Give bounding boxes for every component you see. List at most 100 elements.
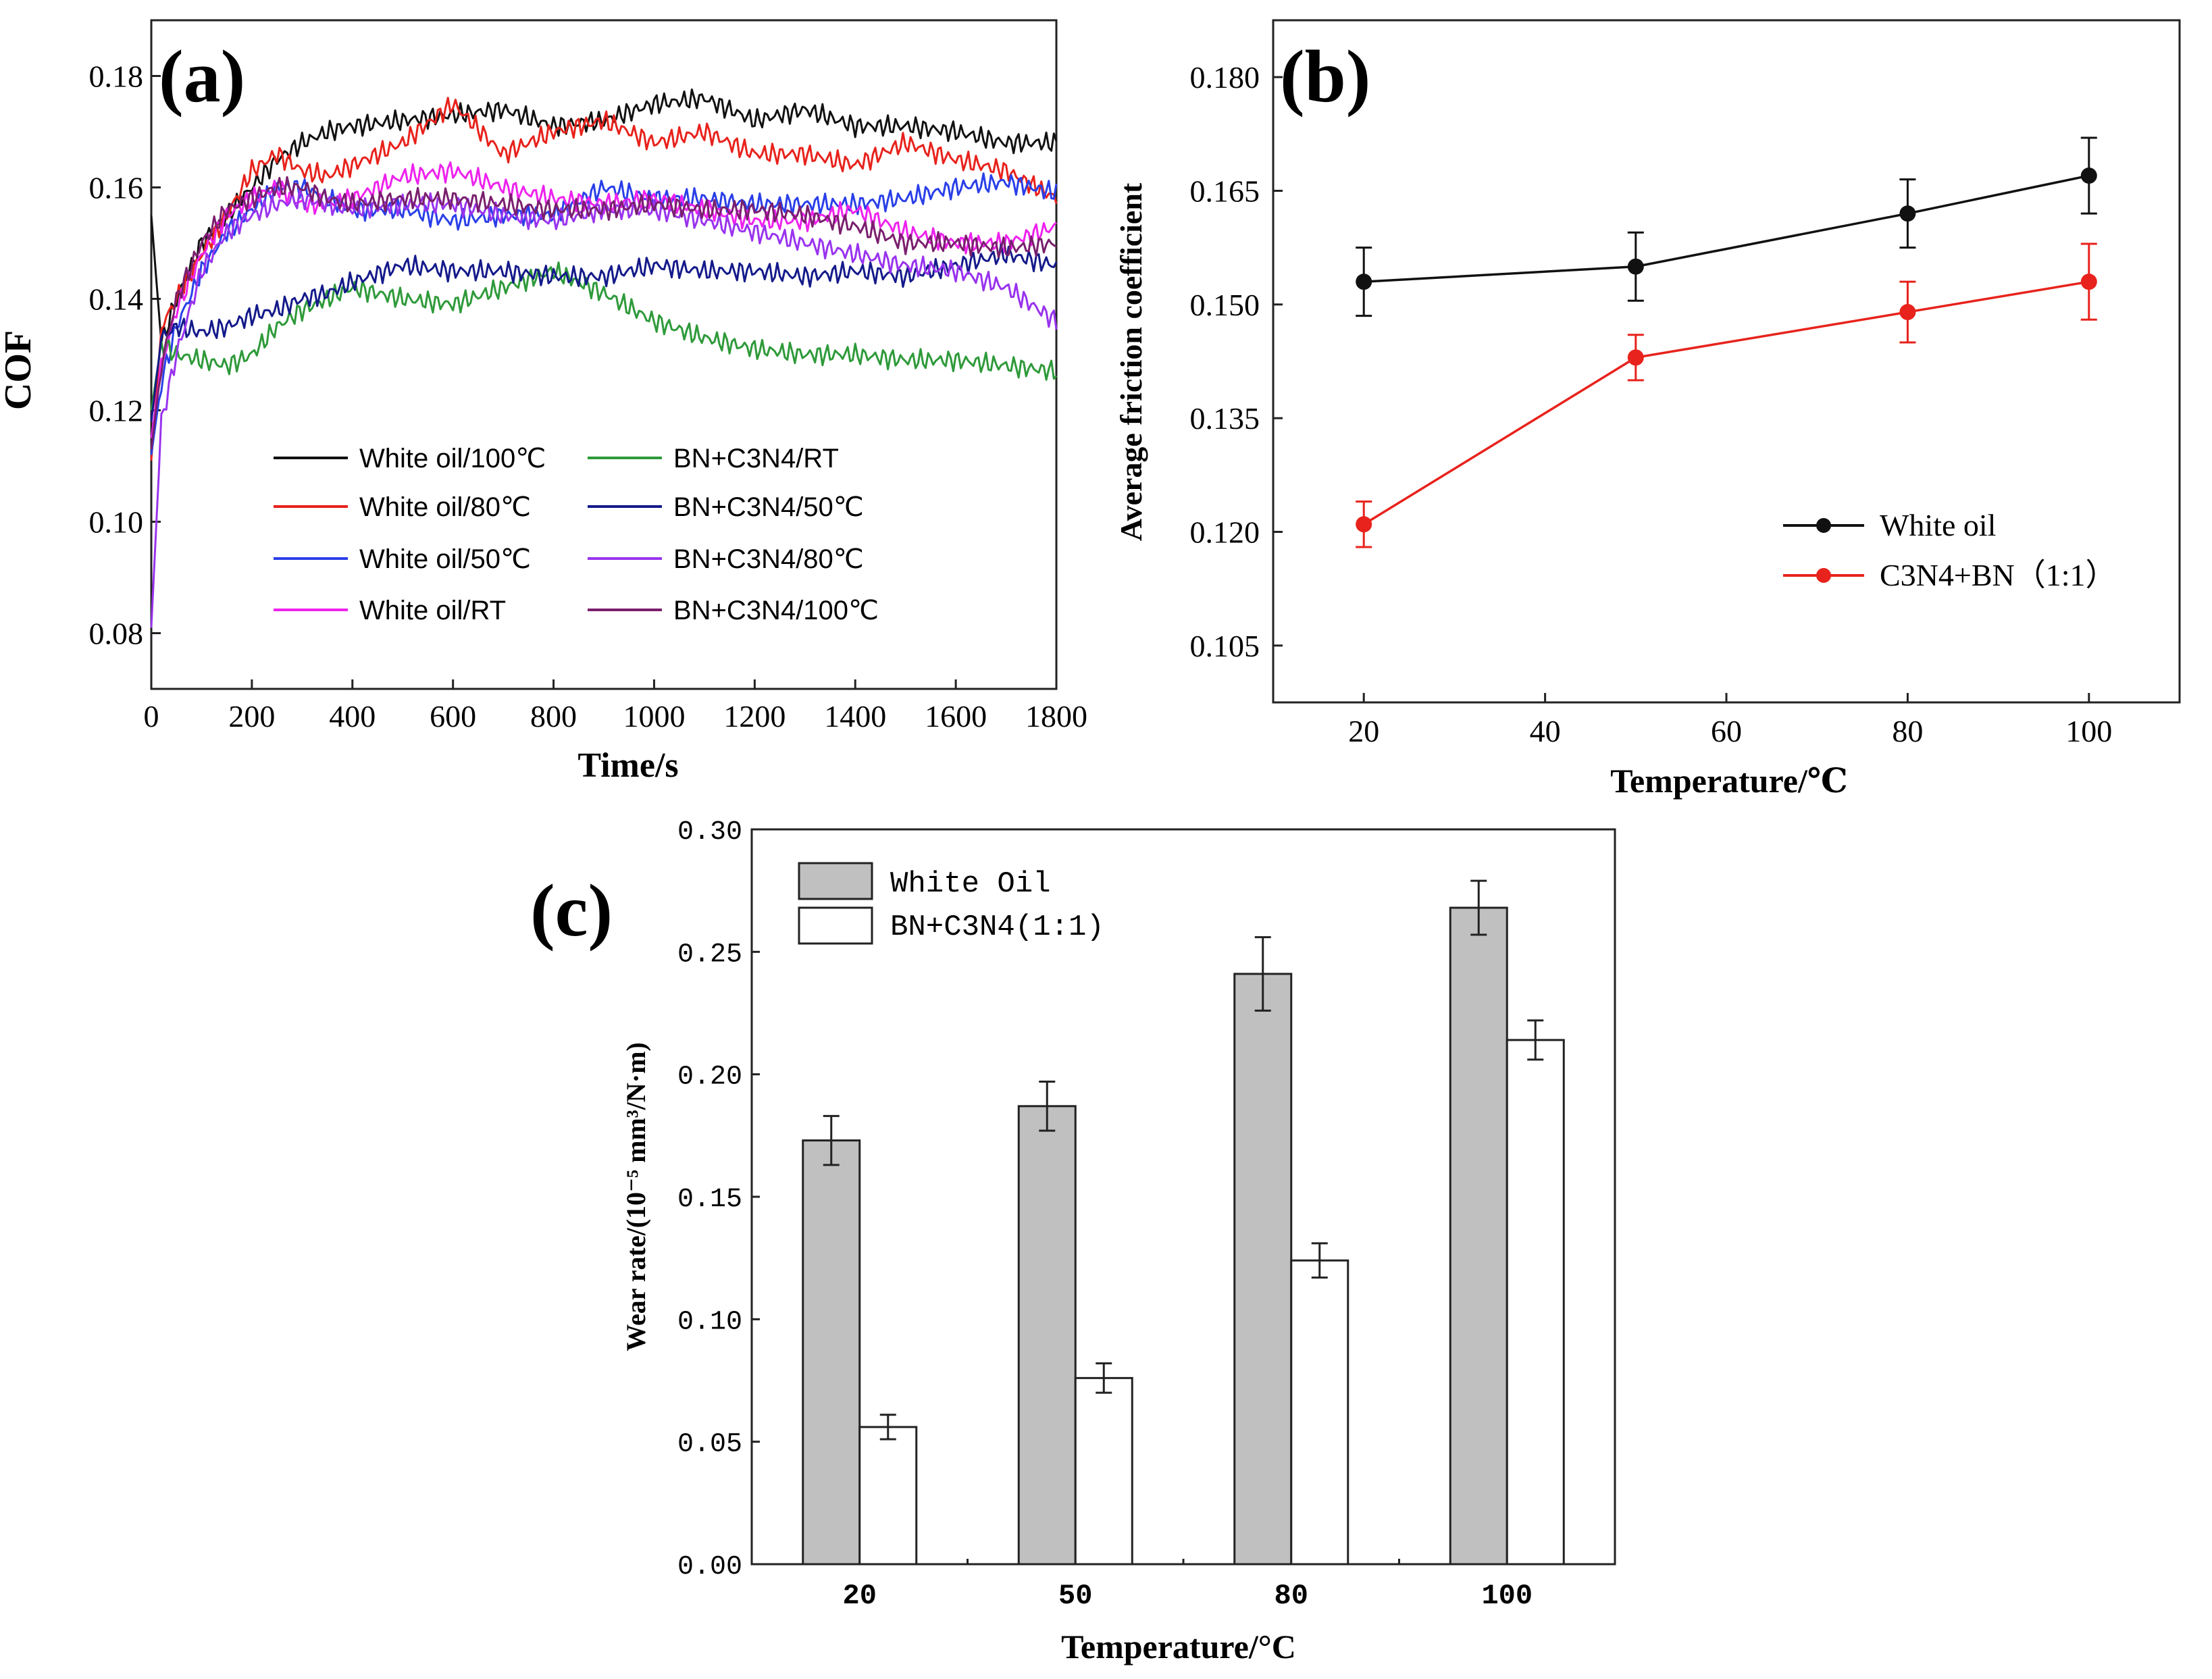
x-tick-label: 100 <box>1481 1580 1533 1612</box>
legend-label: White Oil <box>890 867 1051 901</box>
y-tick-label: 0.10 <box>677 1307 742 1337</box>
legend-label: C3N4+BN（1:1） <box>1880 558 2117 592</box>
legend-entry: White oil/100℃ <box>274 444 546 473</box>
series-line <box>1364 174 2090 283</box>
y-tick-label: 0.14 <box>89 282 144 317</box>
chart-panel-a: (a) COF Time/s 0.080.100.120.140.160.18 … <box>0 19 1087 785</box>
legend-label: BN+C3N4/100℃ <box>673 596 879 625</box>
y-axis-label-c: Wear rate/(10⁻⁵ mm³/N·m) <box>621 1042 651 1351</box>
series-line <box>150 188 1058 628</box>
x-axis-label-b: Temperature/℃ <box>1610 762 1848 800</box>
chart-panel-b: (b) Average friction coefficient Tempera… <box>1114 19 2181 800</box>
y-tick-label: 0.135 <box>1190 401 1260 436</box>
series-line <box>150 176 1057 450</box>
legend-marker <box>1816 568 1831 583</box>
data-point <box>1627 349 1644 366</box>
y-tick-label: 0.165 <box>1190 174 1260 209</box>
x-tick-label: 80 <box>1275 1580 1308 1612</box>
bars-c <box>802 879 1565 1566</box>
bar <box>1290 1259 1349 1566</box>
legend-label: BN+C3N4(1:1) <box>890 910 1104 944</box>
y-tick-label: 0.20 <box>677 1062 742 1093</box>
x-ticks-b: 20 40 60 80 100 <box>1348 693 2112 748</box>
bar <box>1449 906 1508 1566</box>
series-b <box>1356 136 2097 548</box>
y-tick-label: 0.12 <box>89 394 144 428</box>
y-tick-label: 0.120 <box>1190 515 1260 550</box>
legend-entry: White Oil <box>798 862 1051 901</box>
legend-marker <box>1816 518 1831 533</box>
x-axis-label-a: Time/s <box>577 746 678 785</box>
y-tick-label: 0.00 <box>677 1552 742 1582</box>
y-tick-label: 0.105 <box>1190 629 1260 663</box>
x-ticks-c: 20 50 80 100 <box>843 1556 1533 1612</box>
data-point <box>1356 274 1372 290</box>
bar <box>1233 973 1293 1566</box>
x-axis-label-c: Temperature/°C <box>1061 1628 1296 1665</box>
x-tick-label: 20 <box>843 1580 877 1612</box>
x-tick-label: 1000 <box>623 699 685 733</box>
x-tick-label: 400 <box>329 699 376 733</box>
x-tick-label: 1200 <box>723 699 786 733</box>
y-tick-label: 0.30 <box>677 817 742 848</box>
legend-label: White oil/100℃ <box>359 444 546 473</box>
data-point <box>2080 167 2097 184</box>
x-tick-label: 1600 <box>925 699 987 733</box>
x-tick-label: 1800 <box>1025 699 1087 733</box>
bar <box>1074 1376 1133 1566</box>
x-tick-label: 20 <box>1348 714 1379 748</box>
legend-entry: White oil/80℃ <box>274 492 531 522</box>
x-tick-label: 80 <box>1892 714 1923 748</box>
legend-label: White oil/RT <box>359 596 506 625</box>
legend-entry: White oil <box>1783 508 1996 542</box>
panel-label-c: (c) <box>530 869 613 952</box>
y-tick-label: 0.180 <box>1190 60 1260 95</box>
legend-entry: BN+C3N4(1:1) <box>798 906 1104 945</box>
y-ticks-b: 0.105 0.120 0.135 0.150 0.165 0.180 <box>1190 60 1283 663</box>
legend-entry: BN+C3N4/RT <box>588 444 839 473</box>
y-tick-label: 0.16 <box>89 171 144 205</box>
series-line <box>150 88 1058 344</box>
data-point <box>1627 258 1644 275</box>
series-line <box>150 172 1058 455</box>
y-tick-label: 0.08 <box>89 617 144 651</box>
x-tick-label: 40 <box>1530 714 1561 748</box>
series-lines-a <box>150 88 1058 628</box>
legend-label: BN+C3N4/RT <box>673 444 839 473</box>
panel-label-b: (b) <box>1280 35 1370 118</box>
legend-swatch <box>798 906 873 945</box>
data-point <box>2080 274 2097 290</box>
series-line <box>150 97 1058 461</box>
y-tick-label: 0.150 <box>1190 288 1260 322</box>
legend-entry: White oil/RT <box>274 596 506 625</box>
series-line <box>1363 280 2090 525</box>
data-point <box>1899 304 1916 321</box>
y-tick-label: 0.25 <box>677 939 742 970</box>
legend-entry: White oil/50℃ <box>274 544 531 574</box>
y-ticks-c: 0.00 0.05 0.10 0.15 0.20 0.25 0.30 <box>677 817 760 1582</box>
x-tick-label: 0 <box>144 699 159 733</box>
legend-label: BN+C3N4/50℃ <box>673 492 864 522</box>
legend-entry: BN+C3N4/100℃ <box>588 596 879 625</box>
x-tick-label: 200 <box>228 699 275 733</box>
x-tick-label: 60 <box>1711 714 1742 748</box>
legend-label: White oil <box>1880 508 1996 542</box>
legend-a: White oil/100℃ White oil/80℃ White oil/5… <box>274 444 879 625</box>
y-tick-label: 0.10 <box>89 505 144 540</box>
legend-swatch <box>798 862 873 900</box>
y-tick-label: 0.18 <box>89 59 144 94</box>
y-axis-label-b: Average friction coefficient <box>1114 182 1148 541</box>
legend-label: White oil/80℃ <box>359 492 531 522</box>
y-tick-label: 0.15 <box>677 1185 742 1215</box>
chart-panel-c: (c) Wear rate/(10⁻⁵ mm³/N·m) Temperature… <box>530 817 1616 1665</box>
legend-entry: C3N4+BN（1:1） <box>1783 558 2117 592</box>
bar <box>1506 1039 1565 1566</box>
panel-label-a: (a) <box>159 35 245 118</box>
x-ticks-a: 0 200 400 600 800 1000 1200 1400 1600 1800 <box>144 679 1087 733</box>
legend-entry: BN+C3N4/50℃ <box>588 492 864 522</box>
x-tick-label: 1400 <box>824 699 886 733</box>
x-tick-label: 600 <box>430 699 476 733</box>
x-tick-label: 800 <box>530 699 577 733</box>
y-ticks-a: 0.08 0.10 0.12 0.14 0.16 0.18 <box>89 59 161 651</box>
